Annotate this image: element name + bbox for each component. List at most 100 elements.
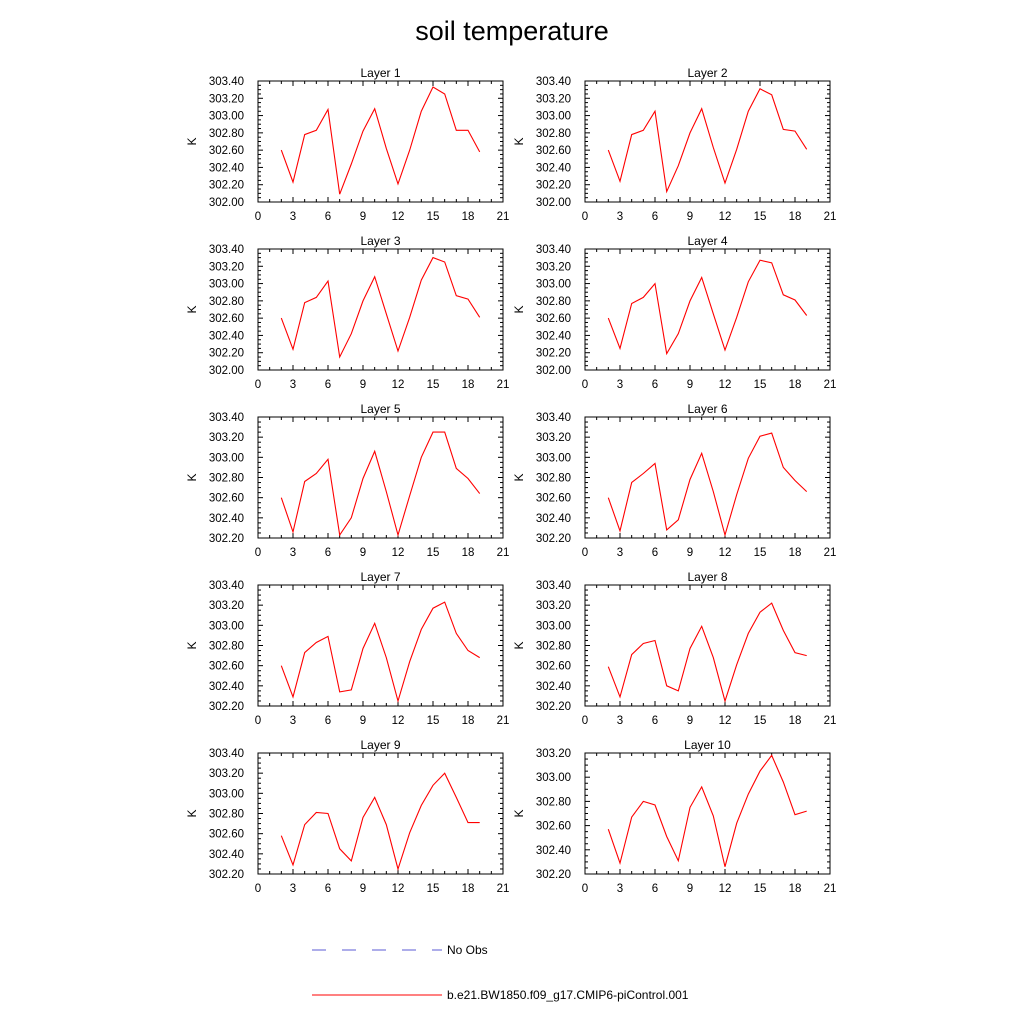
panel-title: Layer 9 (360, 738, 400, 752)
y-tick-label: 302.80 (209, 641, 244, 653)
plot-frame (584, 584, 831, 707)
y-tick-label: 303.20 (209, 600, 244, 612)
y-tick-label: 302.60 (536, 313, 571, 325)
panel-layer-8: Layer 8 K 0 3 6 9 12 15 18 21 302.20 302.40 302.60 30… (512, 570, 836, 727)
x-tick-label: 12 (719, 379, 732, 391)
panel-layer-3: Layer 3 K 0 3 6 9 12 15 18 21 302.00 302.20 302.40 30… (185, 234, 509, 391)
panel-layer-9: Layer 9 K 0 3 6 9 12 15 18 21 302.20 302.40 302.60 30… (185, 738, 509, 895)
panel-layer-5: Layer 5 K 0 3 6 9 12 15 18 21 302.20 302.40 302.60 30… (185, 402, 509, 559)
x-tick-label: 9 (360, 211, 366, 223)
x-tick-label: 0 (582, 883, 588, 895)
y-axis-label: K (512, 641, 526, 649)
x-tick-label: 6 (325, 211, 331, 223)
y-tick-label: 302.20 (536, 533, 571, 545)
x-tick-label: 3 (617, 379, 623, 391)
y-tick-label: 302.40 (209, 513, 244, 525)
legend: No Obs b.e21.BW1850.f09_g17.CMIP6-piCont… (312, 943, 689, 1002)
panel-title: Layer 8 (687, 570, 727, 584)
y-tick-label: 302.00 (209, 365, 244, 377)
legend-label-model: b.e21.BW1850.f09_g17.CMIP6-piControl.001 (447, 988, 689, 1002)
y-tick-label: 303.20 (536, 432, 571, 444)
y-tick-label: 303.00 (209, 620, 244, 632)
y-tick-label: 302.60 (536, 661, 571, 673)
y-tick-label: 302.80 (536, 641, 571, 653)
x-tick-label: 15 (754, 883, 767, 895)
y-tick-label: 303.20 (209, 768, 244, 780)
x-tick-label: 18 (462, 715, 475, 727)
panel-title: Layer 6 (687, 402, 727, 416)
plot-frame (257, 752, 504, 875)
y-tick-label: 303.00 (209, 452, 244, 464)
y-tick-label: 303.20 (536, 93, 571, 105)
x-tick-label: 6 (652, 211, 658, 223)
panel-grid: Layer 1K0 3 6 9 12 15 18 21302.00302.20302.4030… (185, 66, 836, 895)
y-tick-label: 302.80 (209, 296, 244, 308)
x-tick-label: 0 (255, 883, 261, 895)
y-tick-label: 302.20 (536, 180, 571, 192)
y-tick-label: 302.40 (209, 849, 244, 861)
plot-frame (584, 416, 831, 539)
x-tick-label: 15 (427, 883, 440, 895)
plot-frame (257, 584, 504, 707)
y-tick-label: 302.40 (536, 330, 571, 342)
series-line-model (280, 772, 480, 871)
x-tick-label: 12 (392, 211, 405, 223)
y-tick-label: 303.00 (209, 788, 244, 800)
y-tick-label: 302.80 (209, 809, 244, 821)
y-tick-label: 302.60 (536, 145, 571, 157)
y-tick-label: 303.40 (536, 580, 571, 592)
y-tick-label: 302.40 (536, 845, 571, 857)
x-tick-label: 12 (719, 883, 732, 895)
x-tick-label: 0 (582, 379, 588, 391)
x-tick-label: 9 (687, 883, 693, 895)
panel-layer-10: Layer 10 K 0 3 6 9 12 15 18 21 302.20 302.40 302.60 3… (512, 738, 836, 895)
x-tick-label: 21 (824, 547, 837, 559)
x-tick-label: 3 (617, 715, 623, 727)
y-tick-label: 303.20 (209, 432, 244, 444)
y-tick-label: 302.20 (536, 348, 571, 360)
y-axis-label: K (185, 305, 199, 313)
panel-title: Layer 5 (360, 402, 400, 416)
x-tick-label: 15 (427, 379, 440, 391)
figure-title: soil temperature (415, 16, 609, 46)
x-tick-label: 15 (427, 715, 440, 727)
x-tick-label: 9 (687, 547, 693, 559)
x-tick-label: 21 (497, 715, 510, 727)
y-tick-label: 303.40 (209, 244, 244, 256)
panel-layer-7: Layer 7 K 0 3 6 9 12 15 18 21 302.20 302.40 302.60 30… (185, 570, 509, 727)
x-tick-label: 9 (687, 211, 693, 223)
y-tick-label: 303.00 (536, 279, 571, 291)
x-tick-label: 12 (392, 715, 405, 727)
y-tick-label: 302.00 (536, 197, 571, 209)
y-tick-label: 303.40 (536, 76, 571, 88)
x-tick-label: 21 (497, 379, 510, 391)
y-tick-label: 303.00 (209, 279, 244, 291)
panel-layer-6: Layer 6 K 0 3 6 9 12 15 18 21 302.20 302.40 302.60 30… (512, 402, 836, 559)
y-axis-label: K (185, 641, 199, 649)
panel-layer-1: Layer 1 K 0 3 6 9 12 15 18 21 302.00 302.20 302.40 30… (185, 66, 509, 223)
x-tick-label: 3 (290, 883, 296, 895)
series-line-model (280, 86, 481, 195)
x-tick-label: 6 (652, 883, 658, 895)
y-tick-label: 302.60 (536, 821, 571, 833)
y-tick-label: 302.60 (209, 493, 244, 505)
plot-frame (584, 80, 831, 203)
panel-title: Layer 10 (684, 738, 731, 752)
y-tick-label: 303.00 (209, 111, 244, 123)
x-tick-label: 15 (754, 715, 767, 727)
panel-title: Layer 4 (687, 234, 727, 248)
x-tick-label: 6 (652, 715, 658, 727)
x-tick-label: 15 (427, 211, 440, 223)
y-tick-label: 302.20 (209, 869, 244, 881)
x-tick-label: 0 (582, 715, 588, 727)
y-tick-label: 302.20 (209, 348, 244, 360)
y-tick-label: 303.20 (536, 748, 571, 760)
x-tick-label: 9 (687, 379, 693, 391)
panel-title: Layer 2 (687, 66, 727, 80)
y-tick-label: 302.60 (209, 661, 244, 673)
x-tick-label: 12 (719, 211, 732, 223)
y-tick-label: 303.00 (536, 111, 571, 123)
panel-layer-2: Layer 2 K 0 3 6 9 12 15 18 21 302.00 302.20 302.40 30… (512, 66, 836, 223)
y-tick-label: 303.00 (536, 620, 571, 632)
x-tick-label: 21 (497, 883, 510, 895)
